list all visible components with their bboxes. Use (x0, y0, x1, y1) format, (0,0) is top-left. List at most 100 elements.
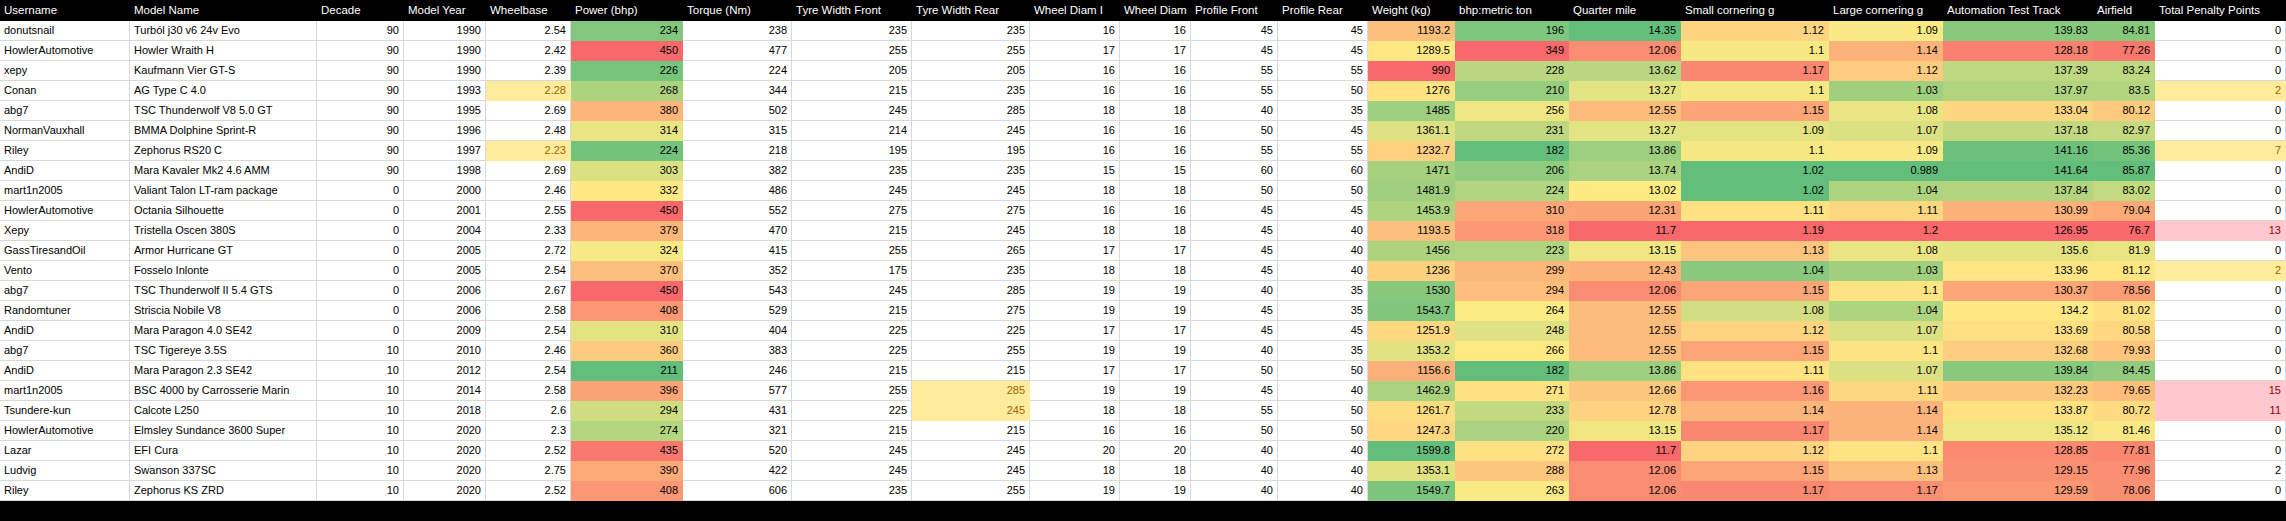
cell-small-cornering[interactable]: 1.02 (1681, 181, 1829, 201)
cell-tyre-width-rear[interactable]: 235 (912, 81, 1030, 101)
cell-weight-kg[interactable]: 1193.5 (1368, 221, 1455, 241)
cell-decade[interactable]: 10 (317, 401, 404, 421)
cell-username[interactable]: AndiD (0, 161, 130, 181)
cell-small-cornering[interactable]: 1.08 (1681, 301, 1829, 321)
cell-power-bhp[interactable]: 314 (571, 121, 683, 141)
cell-power-bhp[interactable]: 450 (571, 201, 683, 221)
cell-penalty-points[interactable]: 0 (2155, 21, 2286, 41)
cell-profile-rear[interactable]: 40 (1278, 221, 1368, 241)
cell-wheelbase[interactable]: 2.54 (486, 321, 571, 341)
column-header-torque-nm[interactable]: Torque (Nm) (683, 0, 792, 21)
cell-wheel-diam-rear[interactable]: 19 (1120, 301, 1191, 321)
cell-bhp-metric-ton[interactable]: 349 (1455, 41, 1569, 61)
cell-test-track[interactable]: 133.87 (1943, 401, 2093, 421)
cell-airfield[interactable]: 85.87 (2093, 161, 2155, 181)
cell-wheelbase[interactable]: 2.3 (486, 421, 571, 441)
cell-tyre-width-rear[interactable]: 235 (912, 161, 1030, 181)
cell-wheel-diam-front[interactable]: 19 (1030, 481, 1120, 501)
cell-weight-kg[interactable]: 1261.7 (1368, 401, 1455, 421)
cell-bhp-metric-ton[interactable]: 233 (1455, 401, 1569, 421)
cell-quarter-mile[interactable]: 13.27 (1569, 81, 1681, 101)
cell-test-track[interactable]: 132.68 (1943, 341, 2093, 361)
cell-quarter-mile[interactable]: 13.62 (1569, 61, 1681, 81)
cell-model-year[interactable]: 2018 (404, 401, 486, 421)
cell-profile-front[interactable]: 45 (1191, 301, 1278, 321)
column-header-wheel-diam-rear[interactable]: Wheel Diam (1120, 0, 1191, 21)
cell-weight-kg[interactable]: 1236 (1368, 261, 1455, 281)
cell-tyre-width-rear[interactable]: 245 (912, 401, 1030, 421)
cell-wheel-diam-rear[interactable]: 19 (1120, 281, 1191, 301)
cell-power-bhp[interactable]: 360 (571, 341, 683, 361)
cell-model-name[interactable]: Tristella Oscen 380S (130, 221, 317, 241)
cell-airfield[interactable]: 79.93 (2093, 341, 2155, 361)
cell-wheel-diam-front[interactable]: 17 (1030, 361, 1120, 381)
cell-airfield[interactable]: 84.81 (2093, 21, 2155, 41)
cell-wheel-diam-front[interactable]: 18 (1030, 401, 1120, 421)
cell-airfield[interactable]: 78.06 (2093, 481, 2155, 501)
cell-quarter-mile[interactable]: 12.06 (1569, 281, 1681, 301)
cell-tyre-width-rear[interactable]: 265 (912, 241, 1030, 261)
cell-profile-rear[interactable]: 45 (1278, 21, 1368, 41)
cell-bhp-metric-ton[interactable]: 248 (1455, 321, 1569, 341)
cell-wheel-diam-front[interactable]: 18 (1030, 261, 1120, 281)
cell-airfield[interactable]: 80.12 (2093, 101, 2155, 121)
cell-penalty-points[interactable]: 0 (2155, 421, 2286, 441)
cell-large-cornering[interactable]: 1.1 (1829, 341, 1943, 361)
cell-model-name[interactable]: BMMA Dolphine Sprint-R (130, 121, 317, 141)
cell-bhp-metric-ton[interactable]: 271 (1455, 381, 1569, 401)
cell-test-track[interactable]: 130.37 (1943, 281, 2093, 301)
cell-profile-front[interactable]: 40 (1191, 341, 1278, 361)
cell-username[interactable]: abg7 (0, 341, 130, 361)
cell-wheelbase[interactable]: 2.39 (486, 61, 571, 81)
cell-penalty-points[interactable]: 2 (2155, 461, 2286, 481)
cell-small-cornering[interactable]: 1.12 (1681, 321, 1829, 341)
cell-weight-kg[interactable]: 1549.7 (1368, 481, 1455, 501)
cell-tyre-width-rear[interactable]: 285 (912, 381, 1030, 401)
cell-tyre-width-rear[interactable]: 245 (912, 221, 1030, 241)
cell-profile-front[interactable]: 45 (1191, 241, 1278, 261)
cell-torque-nm[interactable]: 486 (683, 181, 792, 201)
cell-wheelbase[interactable]: 2.23 (486, 141, 571, 161)
cell-small-cornering[interactable]: 1.04 (1681, 261, 1829, 281)
cell-penalty-points[interactable]: 11 (2155, 401, 2286, 421)
cell-profile-rear[interactable]: 50 (1278, 181, 1368, 201)
cell-weight-kg[interactable]: 1485 (1368, 101, 1455, 121)
cell-tyre-width-rear[interactable]: 255 (912, 481, 1030, 501)
column-header-test-track[interactable]: Automation Test Track (1943, 0, 2093, 21)
cell-wheelbase[interactable]: 2.52 (486, 441, 571, 461)
cell-torque-nm[interactable]: 352 (683, 261, 792, 281)
cell-test-track[interactable]: 128.18 (1943, 41, 2093, 61)
cell-wheel-diam-rear[interactable]: 18 (1120, 181, 1191, 201)
cell-wheelbase[interactable]: 2.46 (486, 341, 571, 361)
cell-bhp-metric-ton[interactable]: 294 (1455, 281, 1569, 301)
column-header-airfield[interactable]: Airfield (2093, 0, 2155, 21)
cell-airfield[interactable]: 84.45 (2093, 361, 2155, 381)
cell-wheelbase[interactable]: 2.52 (486, 481, 571, 501)
cell-quarter-mile[interactable]: 13.02 (1569, 181, 1681, 201)
cell-model-year[interactable]: 1990 (404, 21, 486, 41)
cell-tyre-width-front[interactable]: 225 (792, 401, 912, 421)
cell-profile-rear[interactable]: 40 (1278, 441, 1368, 461)
cell-username[interactable]: NormanVauxhall (0, 121, 130, 141)
cell-username[interactable]: Randomtuner (0, 301, 130, 321)
column-header-power-bhp[interactable]: Power (bhp) (571, 0, 683, 21)
cell-weight-kg[interactable]: 1251.9 (1368, 321, 1455, 341)
cell-username[interactable]: Xepy (0, 221, 130, 241)
cell-wheelbase[interactable]: 2.46 (486, 181, 571, 201)
cell-wheelbase[interactable]: 2.54 (486, 361, 571, 381)
cell-airfield[interactable]: 81.46 (2093, 421, 2155, 441)
cell-wheel-diam-rear[interactable]: 16 (1120, 61, 1191, 81)
cell-weight-kg[interactable]: 1193.2 (1368, 21, 1455, 41)
cell-large-cornering[interactable]: 1.14 (1829, 41, 1943, 61)
cell-profile-rear[interactable]: 40 (1278, 381, 1368, 401)
cell-wheelbase[interactable]: 2.72 (486, 241, 571, 261)
cell-profile-rear[interactable]: 50 (1278, 421, 1368, 441)
cell-decade[interactable]: 90 (317, 141, 404, 161)
cell-tyre-width-front[interactable]: 245 (792, 101, 912, 121)
cell-airfield[interactable]: 81.9 (2093, 241, 2155, 261)
cell-bhp-metric-ton[interactable]: 288 (1455, 461, 1569, 481)
cell-penalty-points[interactable]: 0 (2155, 121, 2286, 141)
column-header-quarter-mile[interactable]: Quarter mile (1569, 0, 1681, 21)
cell-model-name[interactable]: BSC 4000 by Carrosserie Marin (130, 381, 317, 401)
cell-small-cornering[interactable]: 1.14 (1681, 401, 1829, 421)
